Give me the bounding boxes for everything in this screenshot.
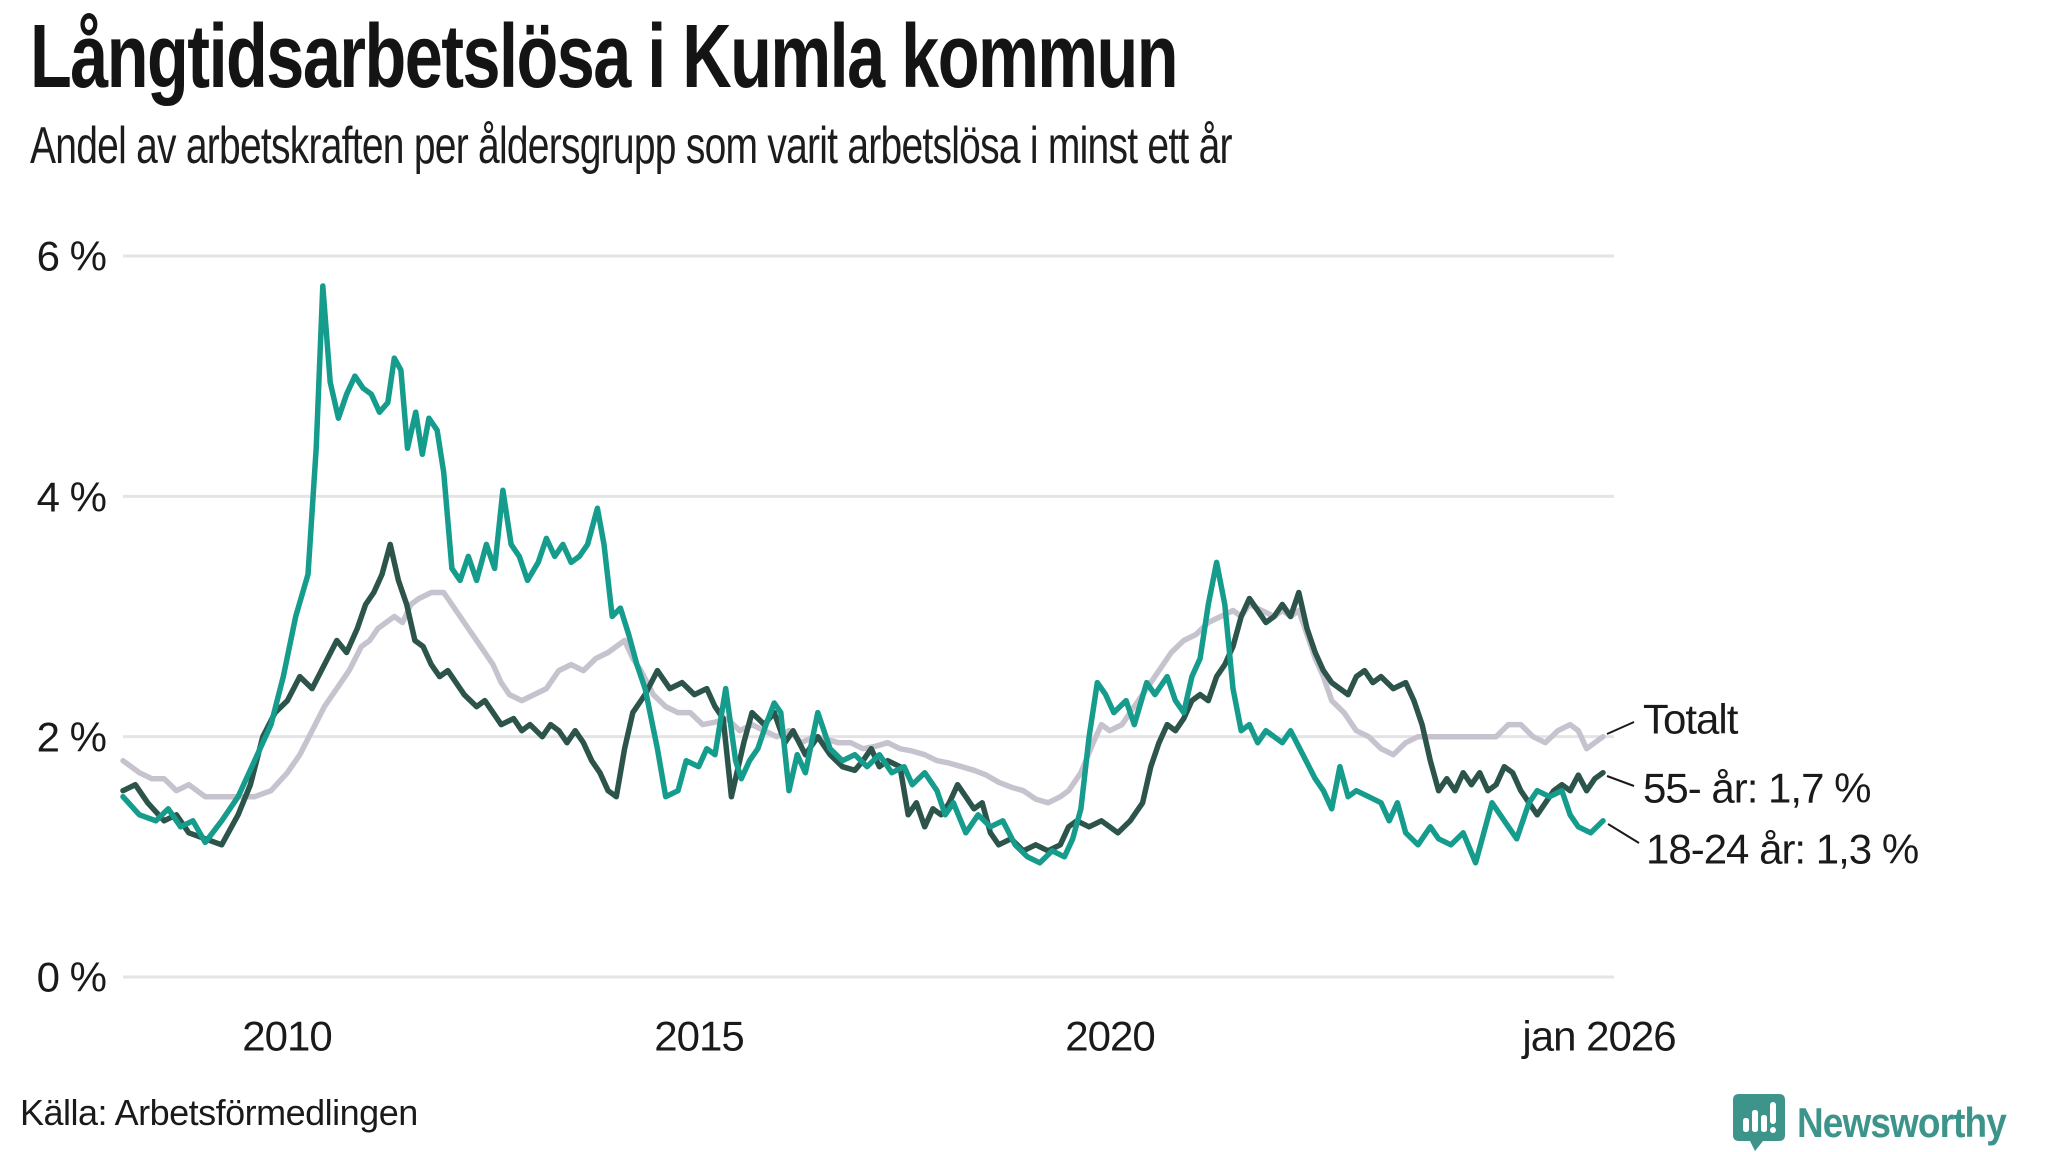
legend-leader-18-24 xyxy=(1607,823,1640,844)
y-tick-0: 0 % xyxy=(37,954,106,1001)
y-tick-4: 4 % xyxy=(37,474,106,521)
y-tick-2: 2 % xyxy=(37,714,106,761)
x-tick-2020: 2020 xyxy=(1065,1013,1154,1060)
chart-subtitle: Andel av arbetskraften per åldersgrupp s… xyxy=(30,117,1233,175)
legend-label-18-24: 18-24 år: 1,3 % xyxy=(1646,826,1918,873)
legend-leader-55 xyxy=(1606,775,1635,787)
series-line-18-24-r xyxy=(120,283,1606,866)
y-tick-6: 6 % xyxy=(37,233,106,280)
newsworthy-brand: Newsworthy xyxy=(1732,1094,2034,1152)
legend-label-totalt: Totalt xyxy=(1643,696,1739,743)
y-axis: 6 % 4 % 2 % 0 % xyxy=(37,233,107,1001)
x-axis: 2010 2015 2020 jan 2026 xyxy=(242,1013,1676,1060)
series-lines xyxy=(120,283,1606,866)
x-tick-2010: 2010 xyxy=(242,1013,331,1060)
source-note: Källa: Arbetsförmedlingen xyxy=(20,1092,418,1133)
legend: Totalt 55- år: 1,7 % 18-24 år: 1,3 % xyxy=(1606,696,1919,873)
x-tick-2015: 2015 xyxy=(654,1013,743,1060)
legend-label-55: 55- år: 1,7 % xyxy=(1643,765,1870,812)
x-tick-jan-2026: jan 2026 xyxy=(1520,1013,1675,1060)
series-line-totalt xyxy=(120,589,1606,806)
gridlines xyxy=(123,254,1614,979)
newsworthy-wordmark: Newsworthy xyxy=(1796,1099,2007,1146)
legend-leader-totalt xyxy=(1606,721,1635,735)
newsworthy-logo-icon xyxy=(1732,1094,1785,1151)
page-title: Långtidsarbetslösa i Kumla kommun xyxy=(30,7,1179,107)
series-line-55-r xyxy=(120,541,1606,854)
